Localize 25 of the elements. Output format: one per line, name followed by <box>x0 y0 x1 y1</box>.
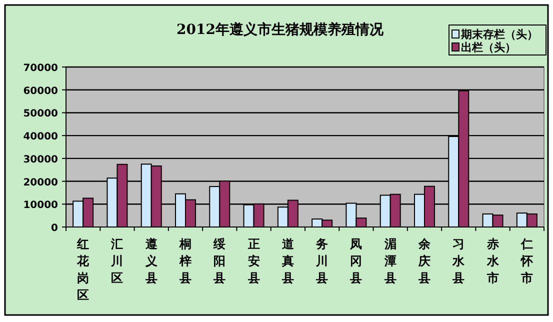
x-tick-label: 仁怀市 <box>520 237 534 285</box>
x-tick-label: 湄潭县 <box>383 237 396 285</box>
x-tick-label: 遵义县 <box>144 237 158 285</box>
x-tick-label: 正安县 <box>246 237 260 285</box>
y-tick-label: 30000 <box>23 154 58 166</box>
y-tick-label: 50000 <box>23 108 58 120</box>
x-tick-label: 绥阳县 <box>212 237 226 285</box>
x-tick-label: 赤水市 <box>486 237 500 285</box>
y-tick-label: 10000 <box>23 200 58 212</box>
x-tick-label: 习水县 <box>452 237 466 285</box>
x-tick-label: 道真县 <box>280 237 295 285</box>
y-tick-label: 0 <box>51 223 58 234</box>
x-tick-label: 红花岗区 <box>76 237 90 302</box>
chart-title: 2012年遵义市生猪规模养殖情况 <box>176 21 384 38</box>
x-tick-label: 余庆县 <box>418 237 432 285</box>
legend-label: 出栏（头） <box>461 41 516 54</box>
x-tick-label: 桐梓县 <box>178 237 192 285</box>
y-tick-label: 20000 <box>23 177 58 188</box>
x-tick-label: 汇川区 <box>110 237 124 285</box>
y-tick-label: 40000 <box>23 132 58 143</box>
legend-label: 期末存栏（头） <box>460 28 538 41</box>
y-tick-label: 60000 <box>23 86 58 97</box>
y-tick-label: 70000 <box>23 63 58 74</box>
x-tick-label: 凤冈县 <box>349 237 362 285</box>
x-tick-label: 务川县 <box>315 237 328 285</box>
